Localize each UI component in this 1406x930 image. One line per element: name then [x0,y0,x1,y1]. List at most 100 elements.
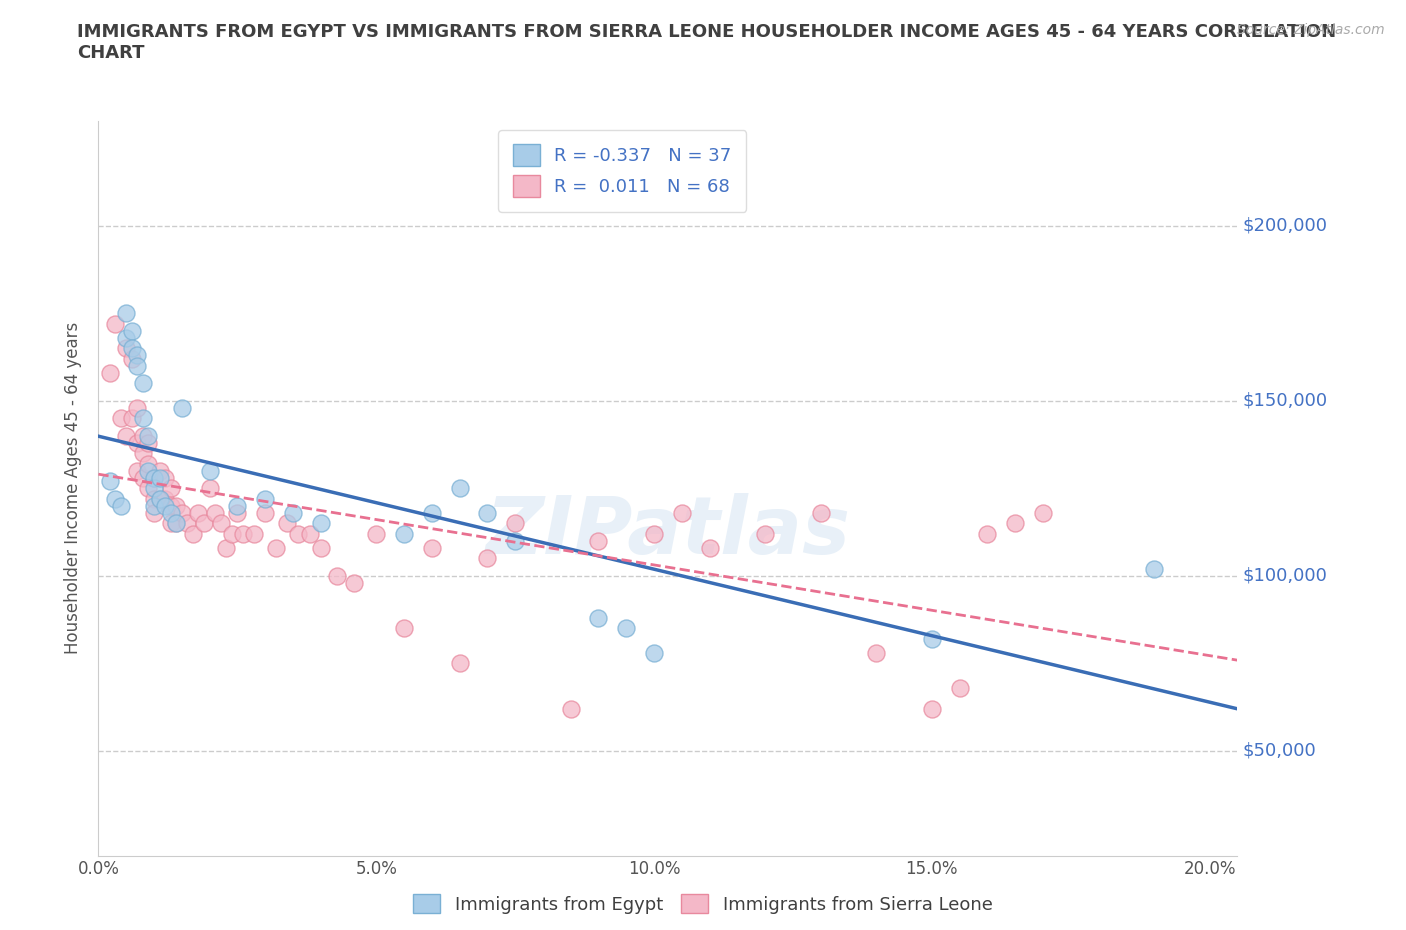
Point [1032,505,1054,520]
Point [176,516,198,531]
Point [298,526,321,541]
Point [366,526,388,541]
Point [420,540,443,555]
Point [449,481,471,496]
Point [127,435,149,450]
Text: ZIPatlas: ZIPatlas [485,493,851,571]
Point [153,471,176,485]
Point [1143,562,1166,577]
Point [754,526,776,541]
Point [209,516,232,531]
Point [309,516,332,531]
Point [138,429,160,444]
Point [104,491,127,506]
Point [671,505,693,520]
Point [187,505,209,520]
Point [170,400,193,415]
Point [132,376,155,391]
Text: Source: ZipAtlas.com: Source: ZipAtlas.com [1237,23,1385,37]
Point [143,505,166,520]
Point [309,540,332,555]
Point [127,463,149,478]
Point [948,680,970,695]
Point [165,516,187,531]
Point [232,526,254,541]
Point [115,306,138,321]
Point [865,645,887,660]
Point [254,491,277,506]
Point [921,631,943,646]
Point [132,471,155,485]
Point [170,505,193,520]
Point [420,505,443,520]
Point [326,568,349,583]
Text: $50,000: $50,000 [1243,741,1317,760]
Point [98,473,121,488]
Point [148,463,170,478]
Point [115,341,138,356]
Point [98,365,121,380]
Point [392,526,415,541]
Point [264,540,287,555]
Point [159,516,181,531]
Point [198,463,221,478]
Point [121,324,143,339]
Text: IMMIGRANTS FROM EGYPT VS IMMIGRANTS FROM SIERRA LEONE HOUSEHOLDER INCOME AGES 45: IMMIGRANTS FROM EGYPT VS IMMIGRANTS FROM… [77,23,1337,62]
Point [138,435,160,450]
Point [159,505,181,520]
Point [193,516,215,531]
Point [132,411,155,426]
Point [115,429,138,444]
Point [343,576,366,591]
Point [127,358,149,373]
Point [503,533,526,548]
Text: $150,000: $150,000 [1243,392,1329,410]
Point [976,526,998,541]
Point [226,498,249,513]
Point [810,505,832,520]
Point [921,701,943,716]
Point [159,498,181,513]
Point [127,348,149,363]
Point [121,411,143,426]
Point [614,620,637,635]
Point [132,445,155,460]
Point [477,505,499,520]
Point [121,341,143,356]
Point [560,701,582,716]
Point [165,498,187,513]
Point [449,656,471,671]
Point [143,481,166,496]
Point [153,491,176,506]
Point [138,457,160,472]
Text: $100,000: $100,000 [1243,566,1327,585]
Point [643,645,665,660]
Point [254,505,277,520]
Point [165,516,187,531]
Text: $200,000: $200,000 [1243,217,1329,235]
Point [643,526,665,541]
Legend: R = -0.337   N = 37, R =  0.011   N = 68: R = -0.337 N = 37, R = 0.011 N = 68 [499,130,747,212]
Point [588,533,610,548]
Point [148,491,170,506]
Point [198,481,221,496]
Point [287,526,309,541]
Point [699,540,721,555]
Point [276,516,298,531]
Point [181,526,204,541]
Point [1004,516,1026,531]
Point [588,610,610,625]
Point [226,505,249,520]
Point [153,498,176,513]
Point [281,505,304,520]
Point [138,481,160,496]
Point [148,471,170,485]
Point [148,491,170,506]
Point [127,400,149,415]
Point [110,411,132,426]
Point [503,516,526,531]
Point [159,481,181,496]
Point [121,352,143,366]
Point [143,471,166,485]
Point [204,505,226,520]
